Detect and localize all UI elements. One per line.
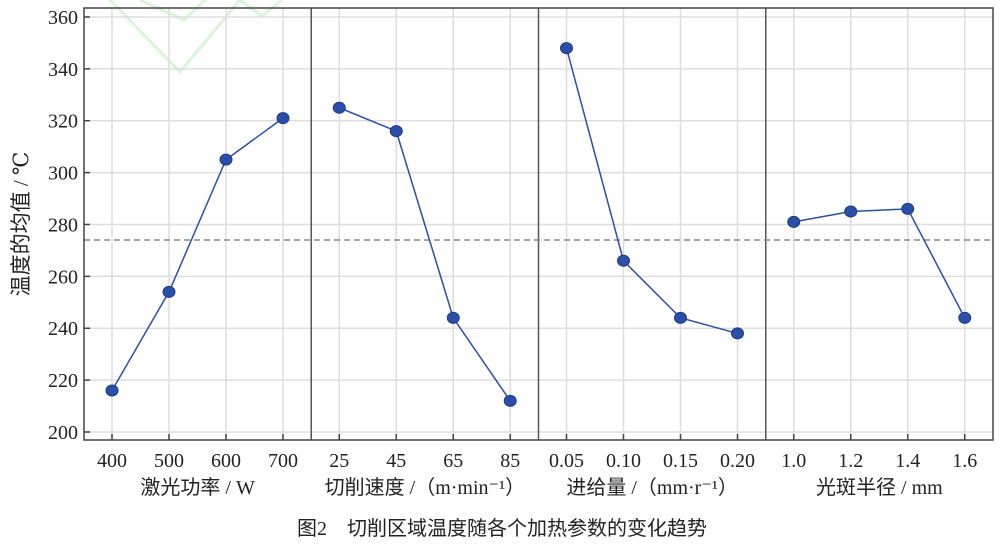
x-axis-label: 切削速度 /（m·min⁻¹）: [325, 476, 525, 499]
x-tick-label: 1.6: [952, 450, 977, 472]
data-point: [844, 205, 858, 218]
data-point: [446, 311, 460, 324]
data-point: [674, 311, 687, 324]
data-point: [901, 202, 915, 215]
x-tick-label: 1.0: [781, 450, 806, 472]
data-point: [731, 327, 744, 340]
data-point: [560, 42, 573, 55]
figure-caption: 图2 切削区域温度随各个加热参数的变化趋势: [297, 518, 707, 540]
x-tick-label: 45: [386, 450, 406, 472]
x-tick-label: 0.20: [720, 450, 755, 472]
y-tick-label: 320: [48, 111, 78, 133]
data-point: [162, 285, 176, 298]
y-tick-label: 240: [48, 318, 78, 340]
x-tick-label: 1.4: [895, 450, 920, 472]
series-line: [565, 47, 738, 335]
y-tick-label: 260: [48, 266, 78, 288]
watermark-mark: [108, 0, 283, 75]
data-point: [787, 215, 801, 228]
x-tick-label: 85: [500, 450, 520, 472]
x-axis-label: 光斑半径 / mm: [816, 476, 943, 499]
x-axis-label: 进给量 /（mm·r⁻¹）: [566, 476, 738, 499]
series-line: [793, 208, 966, 319]
y-axis-label: 温度的均值 / ℃: [9, 152, 33, 297]
data-point: [276, 112, 290, 125]
x-tick-label: 25: [329, 450, 349, 472]
x-tick-label: 600: [211, 450, 241, 472]
x-tick-label: 0.15: [663, 450, 698, 472]
data-point: [617, 254, 630, 267]
x-axis-label: 激光功率 / W: [140, 476, 255, 499]
data-point: [958, 311, 972, 324]
data-point: [219, 153, 233, 166]
y-tick-label: 340: [48, 59, 78, 81]
x-tick-label: 0.10: [606, 450, 641, 472]
x-tick-label: 700: [268, 450, 298, 472]
plot-frame: [83, 7, 994, 441]
y-tick-label: 280: [48, 214, 78, 236]
watermark-mark: [139, 0, 207, 22]
data-point: [105, 384, 119, 397]
x-tick-label: 0.05: [549, 450, 584, 472]
data-point: [389, 125, 403, 138]
x-tick-label: 65: [443, 450, 463, 472]
x-tick-label: 1.2: [838, 450, 863, 472]
y-tick-label: 220: [48, 370, 78, 392]
x-tick-label: 400: [97, 450, 127, 472]
data-point: [332, 101, 346, 114]
y-tick-label: 300: [48, 163, 78, 185]
series-line: [338, 107, 511, 402]
y-tick-label: 200: [48, 422, 78, 444]
data-point: [503, 394, 517, 407]
y-tick-label: 360: [48, 7, 78, 29]
x-tick-label: 500: [154, 450, 184, 472]
series-line: [111, 117, 284, 391]
